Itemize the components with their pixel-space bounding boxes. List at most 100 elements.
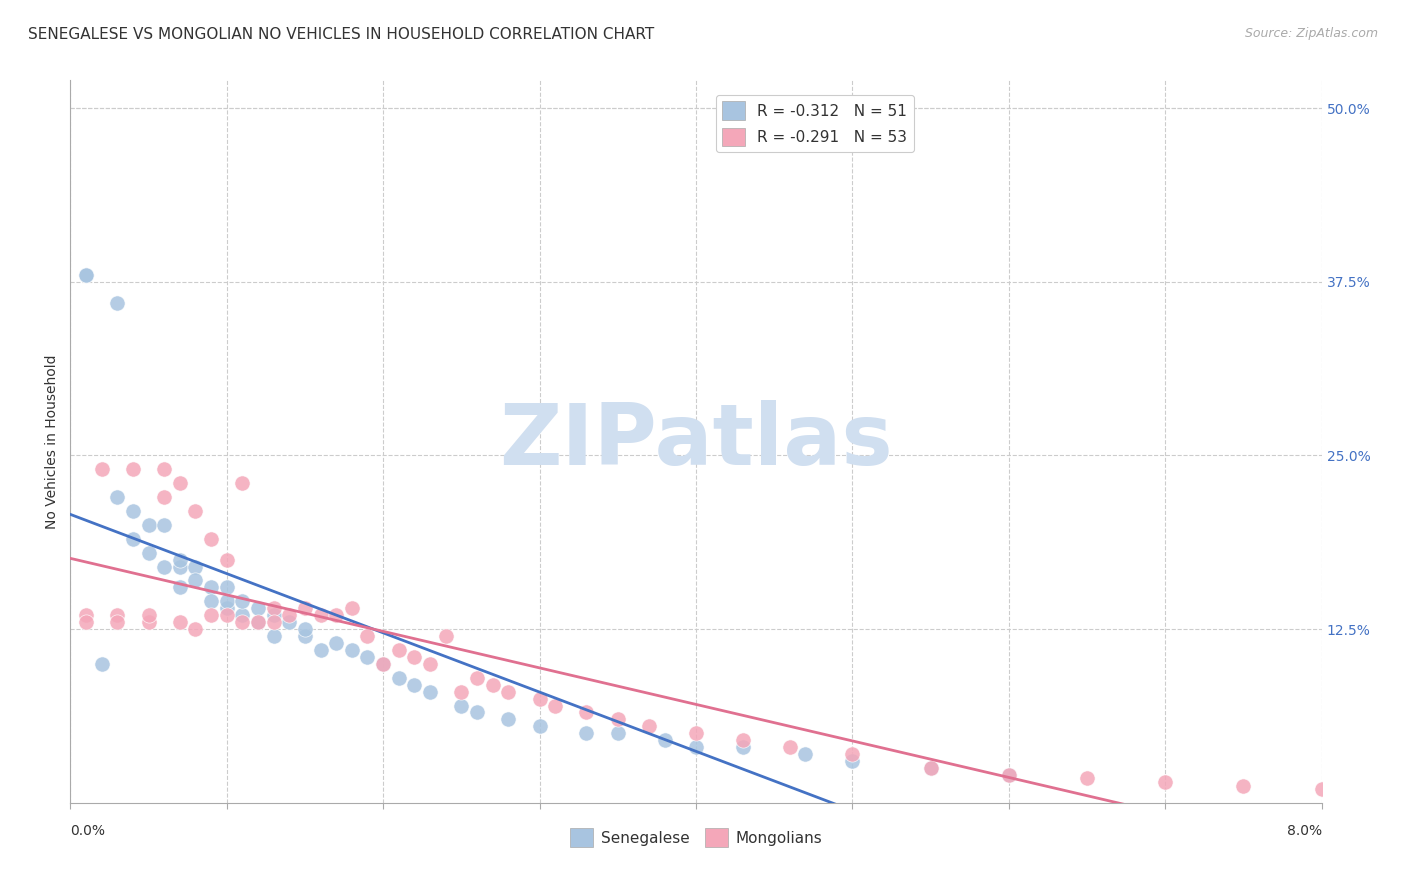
Point <box>263 629 285 643</box>
Point <box>356 629 378 643</box>
Point <box>529 719 551 733</box>
Point <box>529 691 551 706</box>
Point <box>841 754 863 768</box>
Point <box>340 643 363 657</box>
Point <box>153 490 176 504</box>
Point <box>169 552 191 566</box>
Point <box>794 747 817 761</box>
Text: ZIPatlas: ZIPatlas <box>499 400 893 483</box>
Point <box>153 517 176 532</box>
Point <box>138 517 160 532</box>
Y-axis label: No Vehicles in Household: No Vehicles in Household <box>45 354 59 529</box>
Point <box>231 615 253 630</box>
Point <box>356 649 378 664</box>
Point <box>169 581 191 595</box>
Point <box>247 601 270 615</box>
Point <box>685 740 707 755</box>
Point <box>294 622 316 636</box>
Point <box>75 268 97 282</box>
Point <box>371 657 394 671</box>
Point <box>465 671 488 685</box>
Point <box>325 608 347 623</box>
Point <box>231 594 253 608</box>
Point <box>215 552 238 566</box>
Point <box>200 608 222 623</box>
Point <box>388 643 411 657</box>
Point <box>465 706 488 720</box>
Point <box>1076 771 1098 785</box>
Point <box>278 608 301 623</box>
Point <box>153 462 176 476</box>
Point <box>247 615 270 630</box>
Point <box>105 608 128 623</box>
Point <box>294 601 316 615</box>
Point <box>731 733 754 747</box>
Point <box>325 636 347 650</box>
Point <box>685 726 707 740</box>
Point <box>371 657 394 671</box>
Point <box>247 615 270 630</box>
Point <box>481 678 503 692</box>
Point <box>90 462 112 476</box>
Point <box>169 559 191 574</box>
Point <box>1154 775 1177 789</box>
Point <box>654 733 676 747</box>
Point <box>450 684 472 698</box>
Point <box>731 740 754 755</box>
Point <box>419 684 441 698</box>
Point <box>153 559 176 574</box>
Point <box>215 608 238 623</box>
Point <box>575 726 598 740</box>
Point <box>231 476 253 491</box>
Point <box>105 615 128 630</box>
Point <box>920 761 942 775</box>
Point <box>215 601 238 615</box>
Point <box>184 559 207 574</box>
Point <box>215 581 238 595</box>
Point <box>75 608 97 623</box>
Point <box>404 649 426 664</box>
Point <box>215 594 238 608</box>
Point <box>1232 779 1254 793</box>
Point <box>404 678 426 692</box>
Point <box>121 504 145 518</box>
Point <box>419 657 441 671</box>
Point <box>450 698 472 713</box>
Point <box>779 740 801 755</box>
Point <box>920 761 942 775</box>
Point <box>75 615 97 630</box>
Point <box>340 601 363 615</box>
Point <box>200 581 222 595</box>
Point <box>184 504 207 518</box>
Point <box>498 713 520 727</box>
Point <box>138 546 160 560</box>
Text: 0.0%: 0.0% <box>70 824 105 838</box>
Point <box>263 601 285 615</box>
Point <box>278 615 301 630</box>
Point <box>138 608 160 623</box>
Point <box>1310 781 1333 796</box>
Point <box>294 629 316 643</box>
Point <box>575 706 598 720</box>
Point <box>997 768 1019 782</box>
Point <box>200 594 222 608</box>
Point <box>434 629 457 643</box>
Point <box>606 726 628 740</box>
Point <box>544 698 567 713</box>
Point <box>138 615 160 630</box>
Legend: Senegalese, Mongolians: Senegalese, Mongolians <box>564 822 828 853</box>
Point <box>121 532 145 546</box>
Point <box>263 615 285 630</box>
Point <box>105 490 128 504</box>
Text: SENEGALESE VS MONGOLIAN NO VEHICLES IN HOUSEHOLD CORRELATION CHART: SENEGALESE VS MONGOLIAN NO VEHICLES IN H… <box>28 27 654 42</box>
Point <box>184 574 207 588</box>
Point <box>75 268 97 282</box>
Point <box>169 615 191 630</box>
Point <box>200 532 222 546</box>
Point <box>841 747 863 761</box>
Point <box>309 643 332 657</box>
Point <box>169 476 191 491</box>
Point <box>90 657 112 671</box>
Point <box>606 713 628 727</box>
Point <box>105 295 128 310</box>
